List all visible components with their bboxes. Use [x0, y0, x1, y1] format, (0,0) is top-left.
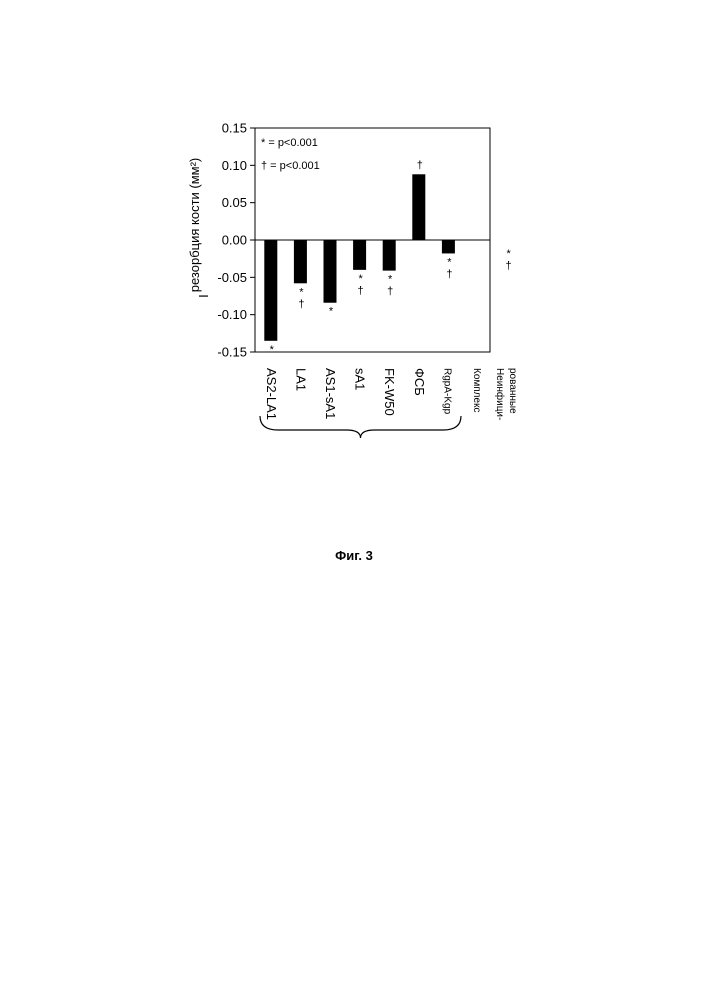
significance-marker: * — [270, 344, 275, 356]
group-brace — [260, 416, 461, 438]
bar — [264, 240, 277, 341]
significance-marker: * — [388, 274, 393, 286]
bar — [412, 174, 425, 240]
bar — [324, 240, 337, 303]
significance-marker: * — [358, 273, 363, 285]
y-tick-label: 0.00 — [222, 233, 247, 248]
y-tick-label: 0.05 — [222, 195, 247, 210]
x-category-label: AS1-sA1 — [323, 368, 338, 419]
x-category-label: sA1 — [353, 368, 368, 390]
bar — [442, 240, 455, 253]
x-category-label: ФСБ — [412, 368, 427, 396]
significance-marker: * — [329, 306, 334, 318]
significance-marker: * — [506, 248, 511, 260]
y-axis-label-prefix: I — [196, 294, 211, 298]
significance-marker: † — [358, 285, 364, 297]
x-category-label: Комплекс — [471, 368, 482, 413]
significance-marker: † — [298, 298, 304, 310]
x-category-label: FK-W50 — [382, 368, 397, 416]
x-category-label: LA1 — [293, 368, 308, 391]
y-tick-label: 0.10 — [222, 158, 247, 173]
figure-caption: Фиг. 3 — [0, 548, 708, 563]
bar — [353, 240, 366, 270]
x-category-label: RgpA-Kgp — [441, 368, 452, 415]
legend-entry: † = p<0.001 — [261, 160, 320, 172]
bar — [294, 240, 307, 283]
x-category-label: рованные — [507, 368, 518, 414]
bar — [383, 240, 396, 271]
y-tick-label: -0.05 — [217, 270, 247, 285]
significance-marker: † — [506, 260, 512, 272]
y-tick-label: -0.15 — [217, 345, 247, 360]
significance-marker: * — [447, 256, 452, 268]
y-axis-label: резорбция кости (мм²) — [187, 158, 202, 293]
significance-marker: † — [446, 268, 452, 280]
x-category-label: AS2-LA1 — [264, 368, 279, 420]
x-category-label: Неинфици- — [494, 368, 506, 420]
legend-entry: * = p<0.001 — [261, 137, 318, 149]
significance-marker: † — [387, 286, 393, 298]
plot-area: 0.15 0.10 0.05 0.00 -0.05 -0.10 -0.15 резорбция… — [187, 121, 518, 439]
y-tick-label: 0.15 — [222, 121, 247, 136]
significance-marker: * — [299, 286, 304, 298]
y-tick-label: -0.10 — [217, 307, 247, 322]
significance-marker: † — [417, 159, 423, 171]
